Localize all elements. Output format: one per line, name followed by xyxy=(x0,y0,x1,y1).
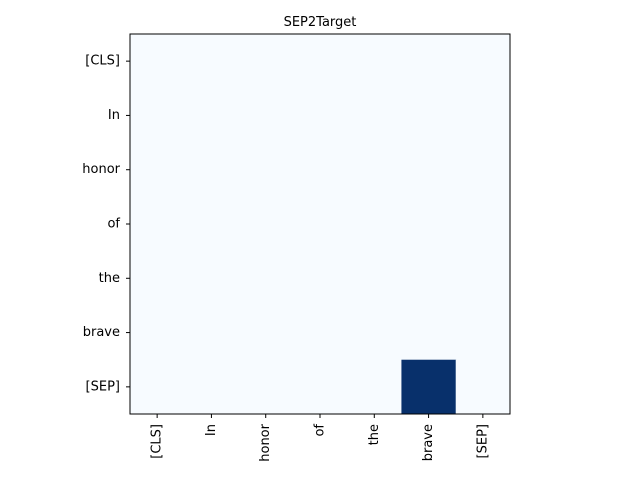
heatmap-cell xyxy=(292,88,348,144)
heatmap-cell xyxy=(455,34,511,89)
heatmap-cell xyxy=(347,88,402,144)
heatmap-cell xyxy=(130,88,185,144)
heatmap-cell xyxy=(238,196,294,252)
heatmap-cell xyxy=(184,34,240,89)
heatmap-cell xyxy=(130,34,185,89)
heatmap-cell xyxy=(401,359,457,415)
chart-title: SEP2Target xyxy=(284,15,357,30)
heatmap-cell xyxy=(347,305,402,361)
y-tick-label: brave xyxy=(83,325,120,340)
heatmap-cell xyxy=(238,251,294,306)
heatmap-cell xyxy=(238,359,294,415)
heatmap-cell xyxy=(130,359,185,415)
heatmap-cell xyxy=(130,305,185,361)
heatmap-cell xyxy=(347,359,402,415)
heatmap-cell xyxy=(238,34,294,89)
heatmap-cell xyxy=(292,34,348,89)
x-tick-label: [CLS] xyxy=(150,424,165,459)
heatmap-cell xyxy=(401,142,457,198)
heatmap-cell xyxy=(401,251,457,306)
heatmap-cell xyxy=(238,305,294,361)
x-tick-label: In xyxy=(204,424,219,436)
heatmap-cell xyxy=(401,196,457,252)
heatmap-cell xyxy=(130,196,185,252)
y-tick-label: honor xyxy=(82,162,120,177)
heatmap-cell xyxy=(455,251,511,306)
heatmap-cell xyxy=(184,251,240,306)
y-tick-label: [SEP] xyxy=(86,379,120,394)
heatmap-cell xyxy=(130,142,185,198)
x-tick-label: honor xyxy=(258,423,273,461)
x-axis: [CLS] In honor of the brave [SEP] xyxy=(150,414,490,462)
heatmap-cell xyxy=(401,88,457,144)
heatmap-cell xyxy=(184,359,240,415)
heatmap-cell xyxy=(455,142,511,198)
y-tick-label: of xyxy=(107,217,120,232)
heatmap-cell xyxy=(130,251,185,306)
heatmap-cell xyxy=(238,88,294,144)
heatmap-cell xyxy=(292,251,348,306)
heatmap-cell xyxy=(401,305,457,361)
x-tick-label: brave xyxy=(421,424,436,461)
x-tick-label: of xyxy=(313,424,328,437)
y-axis: [CLS] In honor of the brave [SEP] xyxy=(82,54,130,394)
heatmap-cell xyxy=(184,196,240,252)
heatmap-cell xyxy=(455,305,511,361)
heatmap-cell xyxy=(347,251,402,306)
heatmap-cell xyxy=(455,359,511,415)
heatmap-cell xyxy=(292,305,348,361)
heatmap-cell xyxy=(238,142,294,198)
heatmap-cell xyxy=(455,196,511,252)
heatmap-cell xyxy=(292,196,348,252)
x-tick-label: the xyxy=(367,424,382,445)
heatmap-cells xyxy=(130,34,511,415)
heatmap-cell xyxy=(347,196,402,252)
heatmap-cell xyxy=(401,34,457,89)
y-tick-label: [CLS] xyxy=(85,54,120,69)
heatmap-cell xyxy=(292,142,348,198)
heatmap-cell xyxy=(184,88,240,144)
heatmap-cell xyxy=(184,142,240,198)
heatmap-cell xyxy=(347,142,402,198)
heatmap-cell xyxy=(184,305,240,361)
heatmap-cell xyxy=(347,34,402,89)
x-tick-label: [SEP] xyxy=(475,424,490,458)
y-tick-label: In xyxy=(108,108,120,123)
heatmap-cell xyxy=(455,88,511,144)
heatmap-cell xyxy=(292,359,348,415)
y-tick-label: the xyxy=(99,271,120,286)
